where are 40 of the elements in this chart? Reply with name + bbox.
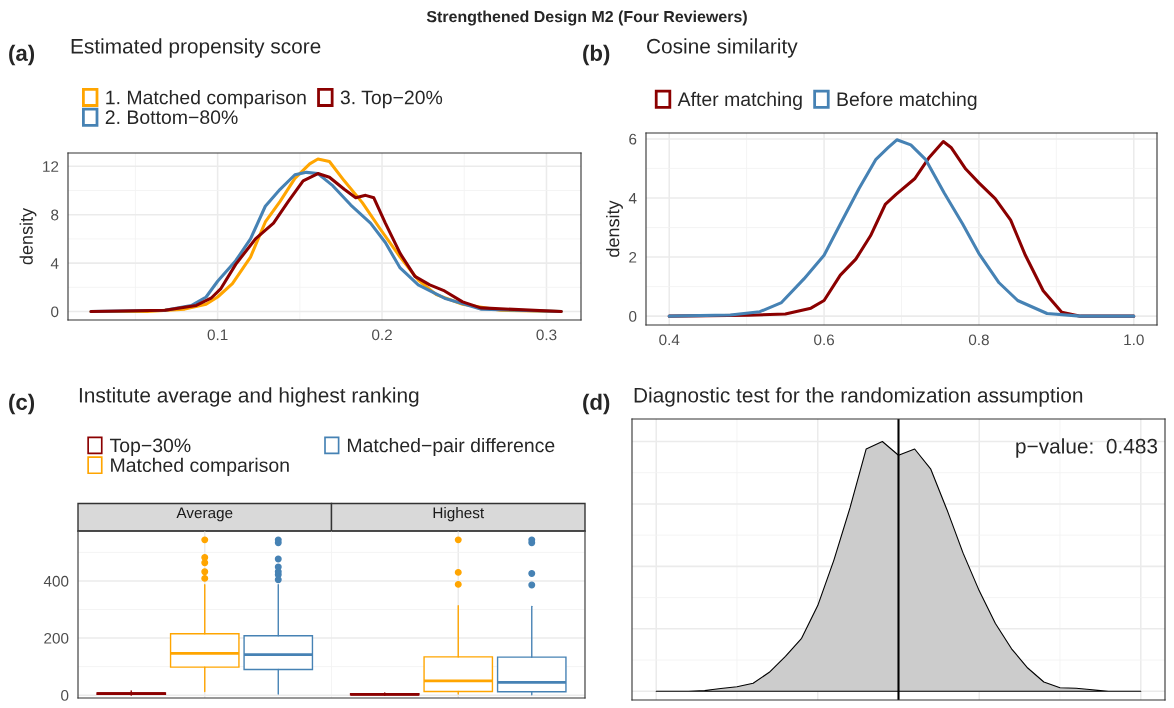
legend-label: Matched−pair difference bbox=[347, 437, 555, 457]
x-tick-label: 0.3 bbox=[536, 329, 557, 341]
x-tick-label: 1.0 bbox=[1124, 334, 1144, 346]
legend-label: 2. Bottom−80% bbox=[105, 110, 238, 125]
annotation: p−value: 0.483 bbox=[1016, 438, 1158, 458]
chart-title: Estimated propensity score bbox=[71, 38, 321, 58]
y-tick-label: 12 bbox=[43, 161, 59, 172]
y-tick-label: 200 bbox=[44, 632, 69, 644]
x-tick-label: 0.8 bbox=[968, 334, 989, 346]
y-tick-label: 4 bbox=[50, 258, 59, 269]
y-tick-label: 0 bbox=[51, 306, 59, 318]
y-axis-title: density bbox=[606, 200, 623, 257]
legend-label: After matching bbox=[677, 91, 802, 110]
y-tick-label: 6 bbox=[629, 133, 637, 145]
x-tick-label: 0.2 bbox=[372, 329, 392, 341]
x-tick-label: 0.1 bbox=[207, 329, 228, 341]
y-axis-title: density bbox=[19, 207, 37, 265]
y-tick-label: 0 bbox=[61, 690, 69, 701]
y-tick-label: 400 bbox=[43, 575, 69, 587]
y-tick-label: 0 bbox=[629, 311, 637, 322]
y-tick-label: 4 bbox=[628, 193, 637, 204]
text: Strengthened Design M2 (Four Reviewers) bbox=[426, 10, 747, 26]
legend-label: Matched comparison bbox=[111, 457, 289, 476]
y-tick-label: 2 bbox=[629, 251, 637, 263]
text: (b) bbox=[583, 44, 610, 66]
x-tick-label: 0.4 bbox=[659, 334, 680, 346]
y-tick-label: 8 bbox=[51, 209, 59, 221]
chart-title: Diagnostic test for the randomization assumption bbox=[634, 387, 1083, 407]
text: (a) bbox=[9, 44, 35, 66]
x-tick-label: 0.6 bbox=[814, 334, 835, 346]
x-tick-label: Average bbox=[176, 507, 233, 522]
legend-label: Before matching bbox=[837, 91, 977, 110]
legend-label: Top−30% bbox=[109, 438, 191, 457]
chart-title: Cosine similarity bbox=[647, 38, 798, 58]
text: (d) bbox=[583, 393, 610, 415]
text: (c) bbox=[9, 393, 35, 415]
chart-title: Institute average and highest ranking bbox=[79, 387, 419, 407]
x-tick-label: Highest bbox=[433, 507, 485, 522]
legend-label: 3. Top−20% bbox=[340, 90, 443, 109]
legend-label: 1. Matched comparison bbox=[106, 90, 306, 109]
